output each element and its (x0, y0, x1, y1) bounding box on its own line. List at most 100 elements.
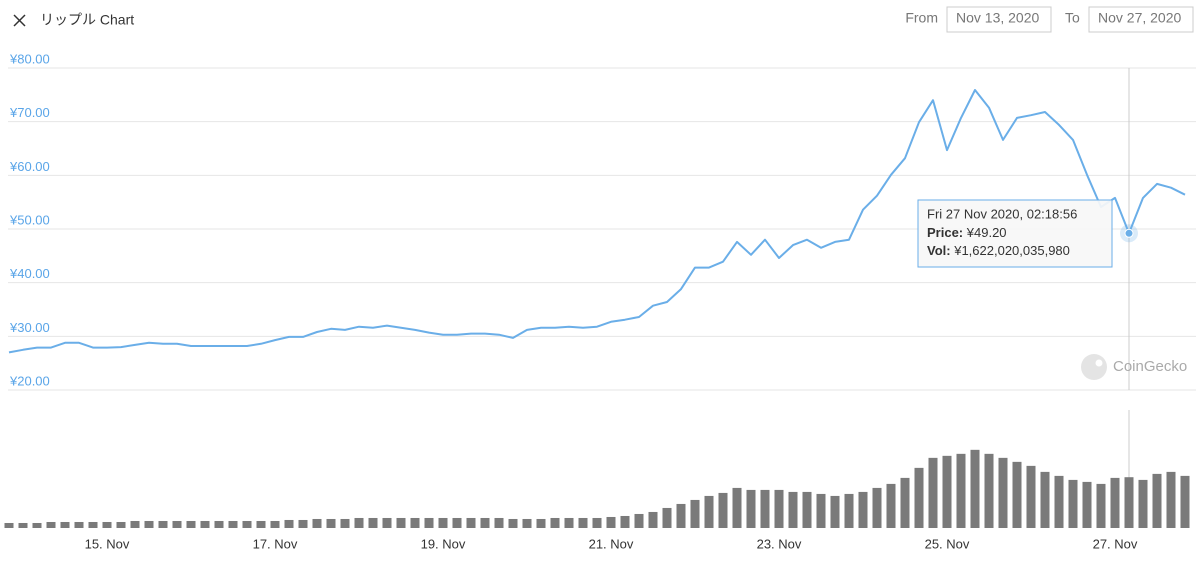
volume-bar (228, 520, 238, 528)
y-tick-label: ¥50.00 (9, 212, 50, 227)
volume-bar (116, 521, 126, 528)
price-line (8, 89, 1186, 354)
x-tick-label: 19. Nov (421, 536, 466, 551)
y-tick-label: ¥80.00 (9, 51, 50, 66)
volume-bar (886, 483, 896, 528)
volume-bar (704, 495, 714, 528)
volume-bar (788, 491, 798, 528)
tooltip-box (917, 199, 1113, 268)
volume-bar (186, 520, 196, 528)
to-label: To (1065, 10, 1080, 26)
volume-bar (718, 492, 728, 528)
volume-bar (88, 521, 98, 528)
volume-bar (354, 517, 364, 528)
y-tick-label: ¥60.00 (9, 159, 50, 174)
volume-bar (130, 520, 140, 528)
volume-bar (270, 520, 280, 528)
volume-bar (312, 518, 322, 528)
volume-bar (382, 517, 392, 528)
y-tick-label: ¥40.00 (9, 266, 50, 281)
volume-bar (494, 517, 504, 528)
volume-bar (424, 517, 434, 528)
volume-bar (732, 487, 742, 528)
close-icon[interactable] (13, 14, 26, 27)
volume-bar (74, 521, 84, 528)
volume-bar (256, 520, 266, 528)
price-value: ¥49.20 (966, 225, 1007, 240)
volume-bar (200, 520, 210, 528)
vol-value: ¥1,622,020,035,980 (953, 243, 1070, 258)
volume-bar (410, 517, 420, 528)
y-tick-label: ¥70.00 (9, 105, 50, 120)
volume-bar (298, 519, 308, 528)
volume-bar (620, 515, 630, 528)
x-tick-label: 23. Nov (757, 536, 802, 551)
volume-bar (396, 517, 406, 528)
from-date: Nov 13, 2020 (956, 10, 1039, 26)
volume-bar (606, 516, 616, 528)
volume-bar (844, 493, 854, 528)
volume-bar (648, 511, 658, 528)
volume-bar (508, 518, 518, 528)
volume-bar (774, 489, 784, 528)
volume-bar (550, 517, 560, 528)
volume-bar (326, 518, 336, 528)
volume-bar (592, 517, 602, 528)
from-label: From (905, 10, 938, 26)
volume-bar (1096, 483, 1106, 528)
highlight-point (1124, 228, 1134, 238)
price-label: Price: (927, 225, 963, 240)
tooltip-price: Price: ¥49.20 (927, 225, 1007, 240)
tooltip-vol: Vol: ¥1,622,020,035,980 (927, 243, 1070, 258)
volume-bar (942, 455, 952, 528)
volume-bar (760, 489, 770, 528)
volume-bar (172, 520, 182, 528)
volume-bar (284, 519, 294, 528)
volume-bar (858, 491, 868, 528)
volume-bar (1068, 479, 1078, 528)
volume-bar (242, 520, 252, 528)
x-tick-label: 15. Nov (85, 536, 130, 551)
volume-bar (746, 489, 756, 528)
x-tick-label: 25. Nov (925, 536, 970, 551)
to-input[interactable] (1088, 6, 1194, 33)
volume-bar (676, 503, 686, 528)
volume-bar (578, 517, 588, 528)
volume-bar (970, 449, 980, 528)
volume-bar (438, 517, 448, 528)
y-tick-label: ¥30.00 (9, 320, 50, 335)
volume-bar (690, 499, 700, 528)
volume-bar (914, 467, 924, 528)
tooltip: Fri 27 Nov 2020, 02:18:56 Price: ¥49.20 … (917, 199, 1113, 268)
volume-bar (1138, 479, 1148, 528)
volume-bar (522, 518, 532, 528)
volume-bar (830, 495, 840, 528)
volume-bar (900, 477, 910, 528)
volume-bar (1124, 477, 1134, 528)
tooltip-date: Fri 27 Nov 2020, 02:18:56 (927, 206, 1077, 221)
volume-bar (984, 453, 994, 528)
volume-bar (872, 487, 882, 528)
volume-bar (46, 521, 56, 528)
volume-bar (662, 507, 672, 528)
plot: ¥20.00 ¥30.00 ¥40.00 ¥50.00 ¥60.00 ¥70.00 ¥80.… (4, 51, 1196, 551)
volume-bar (1166, 471, 1176, 528)
volume-bar (536, 518, 546, 528)
volume-bar (1110, 477, 1120, 528)
volume-bar (956, 453, 966, 528)
to-date: Nov 27, 2020 (1098, 10, 1181, 26)
volume-bar (466, 517, 476, 528)
volume-bar (1012, 461, 1022, 528)
volume-bar (1180, 475, 1190, 528)
x-tick-label: 27. Nov (1093, 536, 1138, 551)
y-tick-label: ¥20.00 (9, 373, 50, 388)
volume-bar (480, 517, 490, 528)
volume-bar (452, 517, 462, 528)
from-input[interactable] (946, 6, 1052, 33)
volume-bar (1054, 475, 1064, 528)
volume-bar (928, 457, 938, 528)
volume-bar (102, 521, 112, 528)
volume-bar (634, 513, 644, 528)
volume-bar (158, 520, 168, 528)
